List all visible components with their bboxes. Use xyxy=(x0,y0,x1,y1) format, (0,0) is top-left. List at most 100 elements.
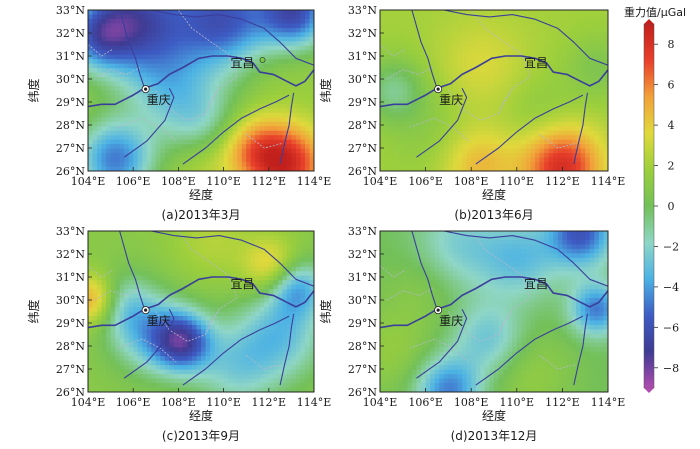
field-cell xyxy=(124,311,130,317)
field-cell xyxy=(286,324,292,330)
field-cell xyxy=(384,99,390,105)
field-cell xyxy=(603,36,608,42)
field-cell xyxy=(380,108,386,114)
field-cell xyxy=(155,157,161,163)
field-cell xyxy=(232,148,238,154)
field-cell xyxy=(566,121,573,127)
field-cell xyxy=(389,36,395,42)
field-cell xyxy=(124,99,130,105)
field-cell xyxy=(407,36,413,42)
field-cell xyxy=(393,112,399,118)
field-cell xyxy=(553,54,559,60)
field-cell xyxy=(187,315,193,322)
field-cell xyxy=(219,315,225,322)
field-cell xyxy=(119,36,125,42)
field-cell xyxy=(544,162,550,168)
field-cell xyxy=(106,280,112,286)
field-cell xyxy=(521,54,527,60)
field-cell xyxy=(571,126,577,132)
city-marker xyxy=(259,57,266,63)
field-cell xyxy=(223,112,229,118)
field-cell xyxy=(384,81,390,87)
x-tick-label: 104°E xyxy=(71,175,106,188)
field-cell xyxy=(173,139,179,145)
field-cell xyxy=(384,10,390,16)
field-cell xyxy=(137,307,143,313)
field-cell xyxy=(304,108,311,114)
field-cell xyxy=(187,10,193,16)
field-cell xyxy=(430,108,436,114)
field-cell xyxy=(228,248,234,254)
field-cell xyxy=(580,18,586,25)
field-cell xyxy=(119,315,125,322)
field-cell xyxy=(264,324,270,330)
field-cell xyxy=(205,45,211,51)
field-cell xyxy=(421,126,427,132)
field-cell xyxy=(291,112,297,118)
field-cell xyxy=(115,271,121,277)
field-cell xyxy=(530,77,536,83)
field-cell xyxy=(535,153,541,159)
field-cell xyxy=(223,10,229,16)
field-cell xyxy=(124,77,130,83)
field-cell xyxy=(142,280,148,286)
field-cell xyxy=(210,338,216,344)
field-cell xyxy=(255,54,261,60)
field-cell xyxy=(548,77,554,83)
field-cell xyxy=(241,32,247,38)
field-cell xyxy=(295,271,302,277)
field-cell xyxy=(241,41,247,47)
field-cell xyxy=(250,302,256,308)
field-cell xyxy=(250,108,256,114)
field-cell xyxy=(241,130,247,136)
field-cell xyxy=(160,342,166,348)
field-cell xyxy=(384,112,390,118)
field-cell xyxy=(544,32,550,38)
field-cell xyxy=(598,10,605,16)
field-cell xyxy=(201,244,207,250)
field-cell xyxy=(471,10,477,16)
field-cell xyxy=(241,271,247,277)
field-cell xyxy=(88,77,94,83)
field-cell xyxy=(494,112,500,118)
field-cell xyxy=(498,23,504,29)
field-cell xyxy=(480,72,486,78)
field-cell xyxy=(434,153,440,159)
field-cell xyxy=(223,257,229,263)
field-cell xyxy=(466,139,472,145)
field-cell xyxy=(137,235,143,241)
field-cell xyxy=(219,94,225,101)
field-cell xyxy=(393,139,399,145)
field-cell xyxy=(585,10,591,16)
field-cell xyxy=(155,41,161,47)
field-cell xyxy=(164,253,170,259)
field-cell xyxy=(291,27,297,33)
field-cell xyxy=(291,244,297,250)
field-cell xyxy=(169,117,175,123)
field-cell xyxy=(133,130,139,136)
field-cell xyxy=(398,103,404,109)
field-cell xyxy=(219,166,225,171)
field-cell xyxy=(259,266,265,272)
field-cell xyxy=(133,235,139,241)
field-cell xyxy=(259,298,265,304)
field-cell xyxy=(205,36,211,42)
field-cell xyxy=(535,32,541,38)
field-cell xyxy=(259,77,265,83)
field-cell xyxy=(241,50,247,56)
field-cell xyxy=(389,63,395,69)
field-cell xyxy=(101,162,107,168)
field-cell xyxy=(223,18,229,25)
field-cell xyxy=(228,329,234,335)
field-cell xyxy=(124,284,130,290)
field-cell xyxy=(187,63,193,69)
field-cell xyxy=(407,94,413,101)
field-cell xyxy=(589,117,595,123)
field-cell xyxy=(393,59,399,65)
field-cell xyxy=(119,284,125,290)
field-cell xyxy=(291,41,297,47)
field-cell xyxy=(503,148,509,154)
field-cell xyxy=(475,112,481,118)
field-cell xyxy=(232,90,238,96)
field-cell xyxy=(273,121,279,127)
